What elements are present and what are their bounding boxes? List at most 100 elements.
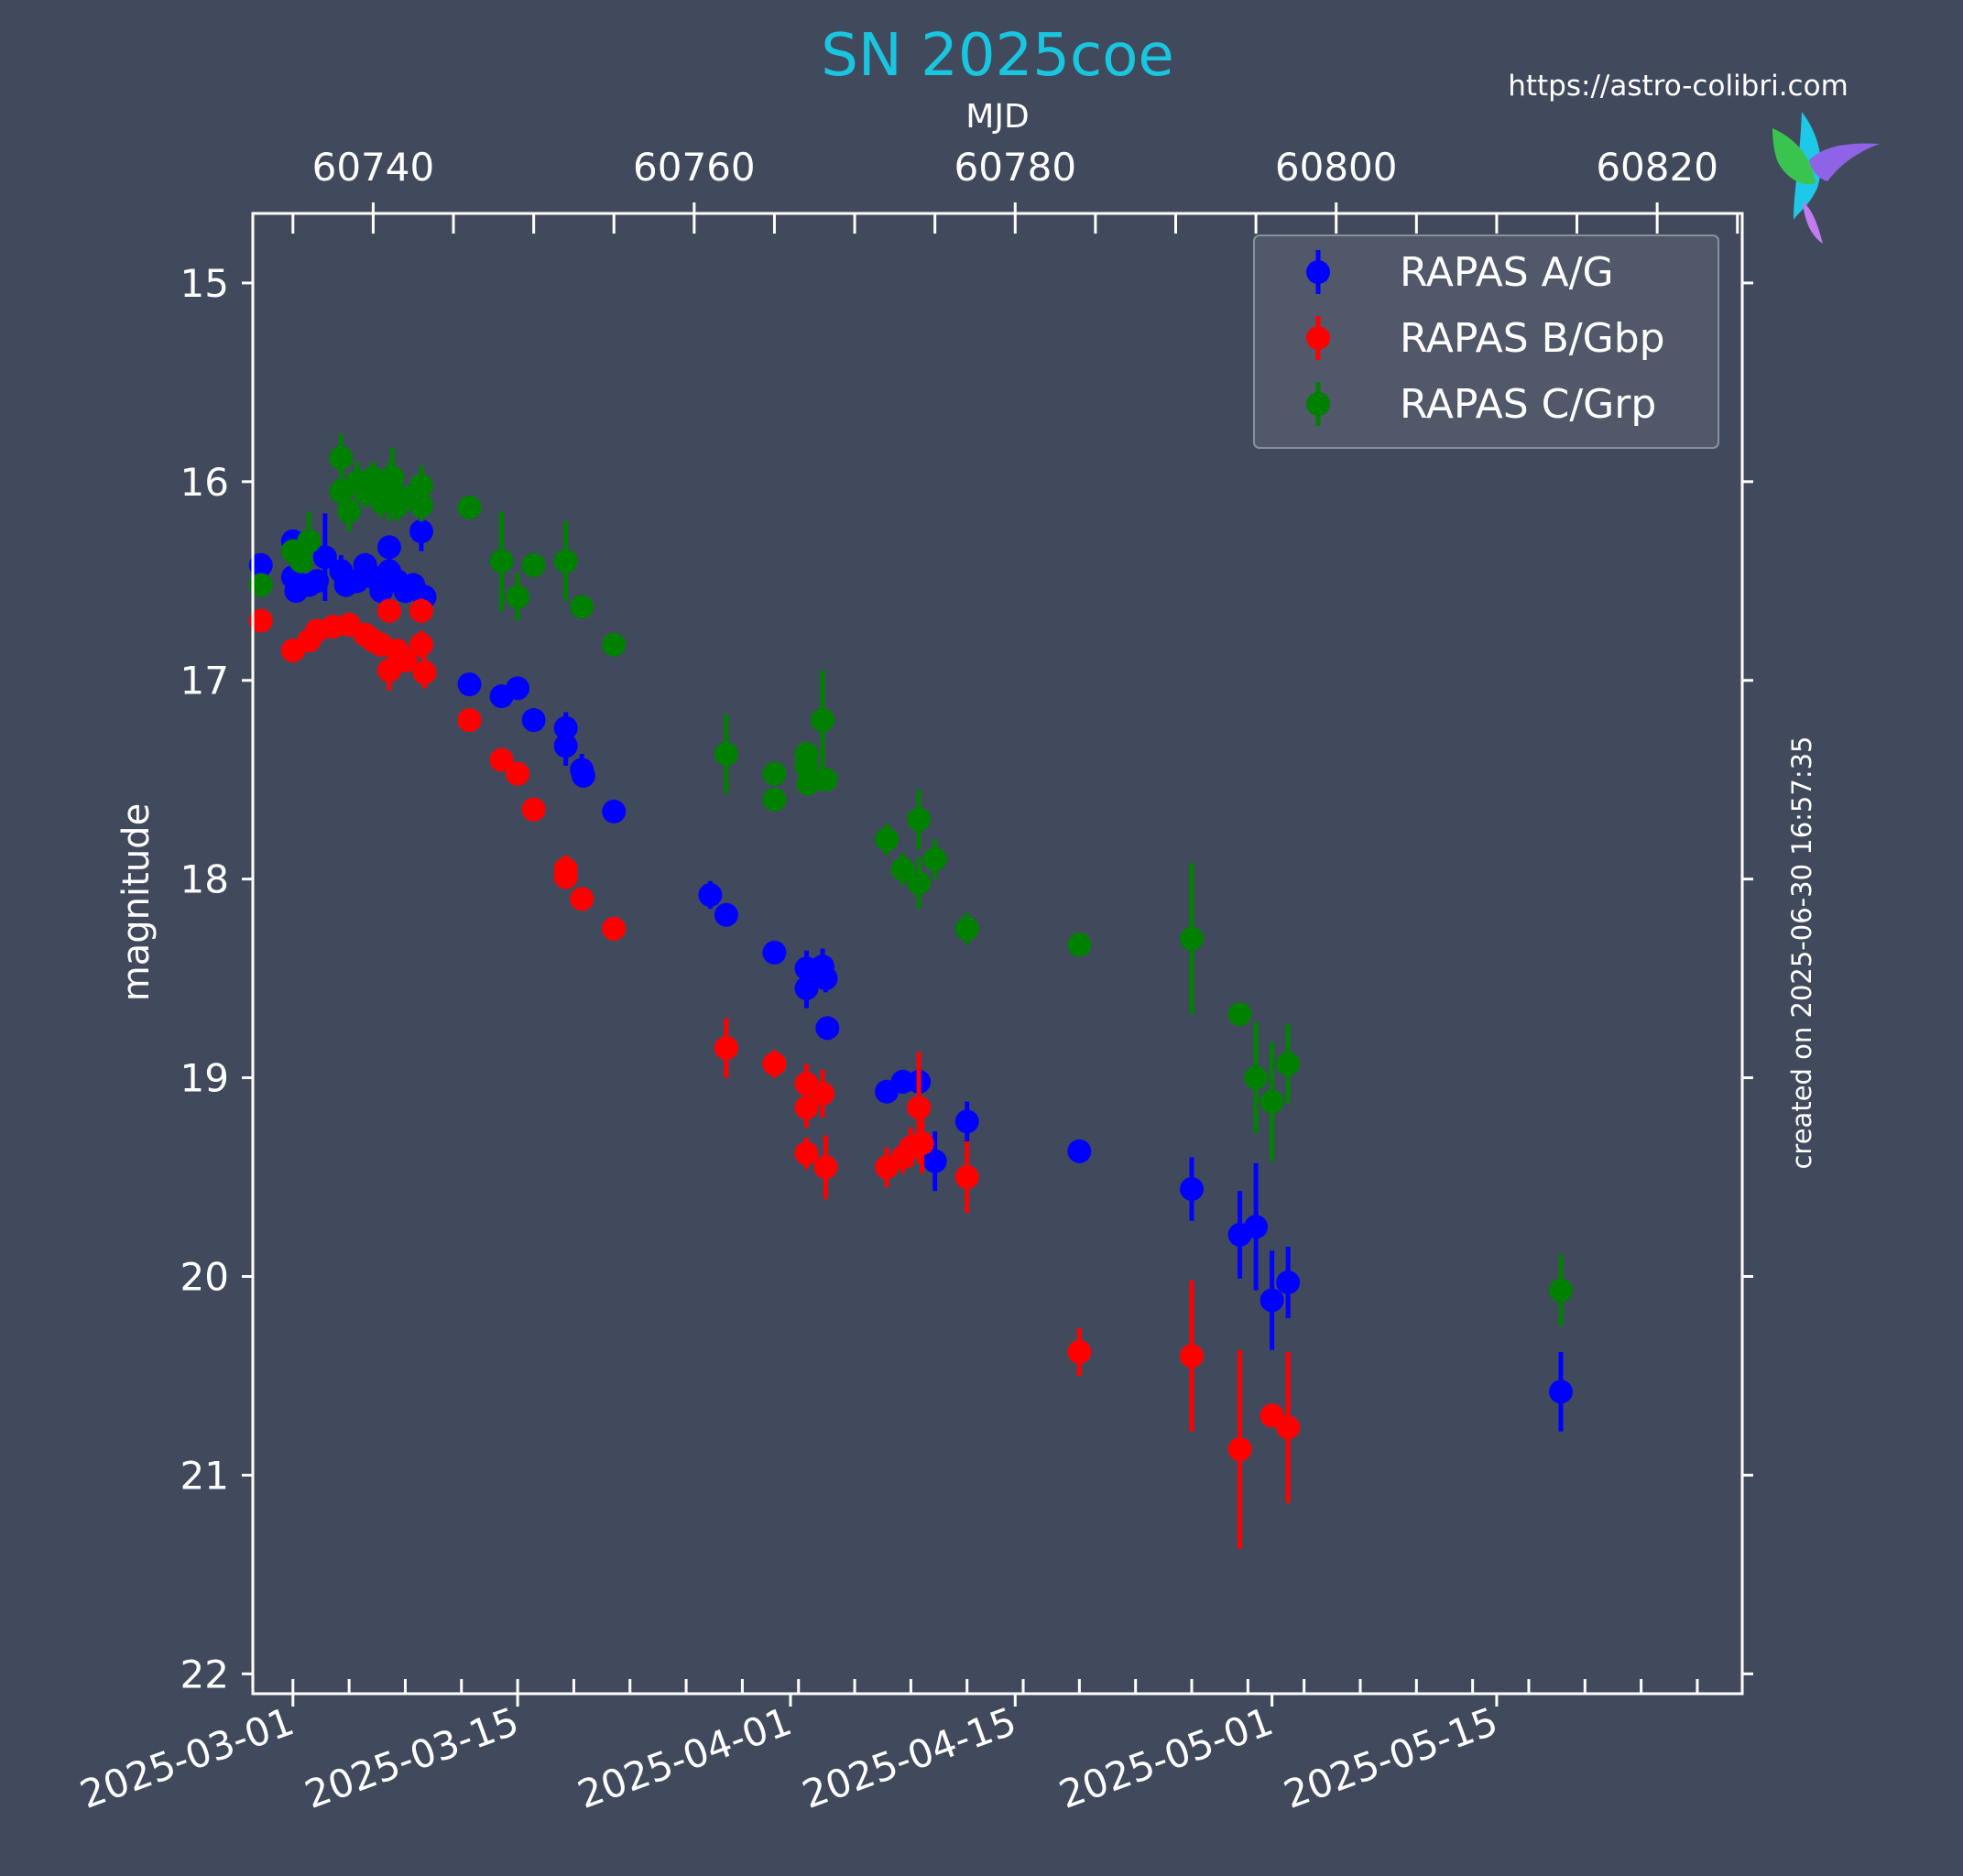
y-tick-label-4: 19 (180, 1056, 229, 1101)
data-point-s2-31 (813, 768, 838, 792)
data-point-s2-34 (907, 807, 932, 832)
data-point-s1-29 (811, 1081, 835, 1106)
data-point-s0-43 (1180, 1177, 1205, 1202)
data-point-s2-21 (553, 549, 578, 573)
legend: RAPAS A/G RAPAS B/Gbp RAPAS C/Grp (1253, 234, 1719, 449)
data-point-s1-14 (409, 632, 433, 657)
data-point-s0-41 (954, 1109, 979, 1134)
data-point-s2-40 (1227, 1002, 1252, 1027)
legend-marker-2 (1306, 392, 1330, 416)
data-point-s2-36 (922, 846, 947, 871)
data-point-s0-6 (312, 545, 337, 570)
data-point-s1-39 (1227, 1437, 1252, 1462)
data-point-s1-18 (506, 761, 530, 786)
data-point-s2-44 (1549, 1278, 1574, 1303)
legend-marker-1 (1306, 326, 1330, 350)
plot-frame (251, 212, 1744, 1696)
data-point-s2-4 (329, 445, 354, 470)
data-point-s1-30 (813, 1155, 838, 1180)
y-tick-label-5: 20 (180, 1254, 229, 1299)
data-point-s0-45 (1244, 1215, 1269, 1239)
legend-marker-0 (1306, 260, 1330, 284)
data-point-s0-42 (1067, 1139, 1092, 1163)
colibri-logo-icon (1772, 112, 1880, 244)
data-point-s2-9 (361, 465, 386, 490)
data-point-s2-12 (380, 465, 405, 490)
data-point-s1-15 (412, 660, 437, 685)
data-point-s0-25 (553, 734, 578, 758)
top-tick-label-2: 60780 (954, 145, 1076, 190)
data-point-s1-35 (910, 1131, 934, 1156)
legend-label-0: RAPAS A/G (1400, 249, 1614, 296)
data-point-s2-20 (521, 552, 546, 577)
data-point-s2-0 (248, 573, 273, 597)
top-tick-label-0: 60740 (312, 145, 435, 190)
data-point-s0-33 (794, 976, 819, 1000)
data-point-s0-30 (714, 902, 738, 927)
data-point-s0-29 (698, 883, 723, 908)
data-point-s0-35 (813, 966, 838, 991)
legend-label-2: RAPAS C/Grp (1400, 381, 1656, 428)
plot-layer (248, 433, 1574, 1549)
y-tick-label-1: 16 (180, 460, 229, 505)
data-point-s2-23 (602, 632, 627, 657)
data-point-s2-25 (762, 761, 787, 786)
data-point-s1-12 (393, 649, 418, 673)
data-point-s2-37 (954, 916, 979, 941)
data-point-s2-6 (337, 499, 362, 524)
y-tick-label-3: 18 (180, 857, 229, 902)
data-point-s2-43 (1276, 1052, 1301, 1076)
data-point-s1-41 (1276, 1415, 1301, 1440)
data-point-s2-22 (570, 594, 594, 619)
top-tick-label-4: 60820 (1596, 145, 1718, 190)
data-point-s2-18 (489, 549, 514, 573)
data-point-s0-23 (521, 708, 546, 733)
data-point-s2-32 (875, 827, 900, 852)
data-point-s2-33 (890, 856, 915, 881)
data-point-s0-18 (409, 519, 433, 544)
data-point-s1-24 (714, 1036, 738, 1061)
y-tick-label-2: 17 (180, 659, 229, 704)
data-point-s2-15 (409, 474, 433, 498)
data-point-s2-41 (1244, 1065, 1269, 1090)
data-point-s0-27 (571, 763, 595, 788)
data-point-s2-3 (297, 529, 322, 553)
top-axis-label: MJD (965, 98, 1029, 136)
data-point-s1-36 (954, 1165, 979, 1190)
data-point-s1-21 (553, 865, 578, 889)
data-point-s0-22 (506, 676, 530, 701)
data-point-s2-24 (714, 742, 738, 767)
data-point-s1-9 (376, 598, 401, 623)
data-point-s2-16 (409, 493, 433, 518)
data-point-s0-14 (376, 535, 401, 560)
chart-title: SN 2025coe (821, 22, 1173, 90)
data-point-s0-48 (1549, 1380, 1574, 1404)
data-point-s0-0 (248, 552, 273, 577)
created-timestamp: created on 2025-06-30 16:57:35 (1786, 736, 1817, 1169)
y-tick-label-6: 21 (180, 1453, 229, 1498)
data-point-s0-40 (922, 1149, 947, 1173)
data-point-s2-26 (762, 787, 787, 812)
legend-entries: RAPAS A/G RAPAS B/Gbp RAPAS C/Grp (1306, 249, 1665, 428)
data-point-s1-16 (457, 708, 482, 733)
data-point-s0-20 (457, 672, 482, 697)
legend-label-1: RAPAS B/Gbp (1400, 315, 1665, 362)
top-tick-label-3: 60800 (1275, 145, 1398, 190)
data-point-s1-38 (1180, 1344, 1205, 1369)
data-point-s2-30 (811, 708, 835, 733)
data-point-s1-22 (570, 887, 594, 911)
data-point-s2-38 (1067, 933, 1092, 957)
data-point-s1-23 (602, 916, 627, 941)
y-axis-label: magnitude (115, 803, 158, 1001)
data-point-s1-13 (409, 598, 433, 623)
data-point-s2-28 (794, 754, 819, 779)
data-point-s1-25 (762, 1052, 787, 1076)
data-point-s1-28 (794, 1140, 819, 1165)
data-point-s1-37 (1067, 1339, 1092, 1364)
data-point-s1-27 (794, 1096, 819, 1120)
data-point-s0-31 (762, 940, 787, 965)
legend-box (1253, 234, 1719, 449)
top-tick-label-1: 60760 (633, 145, 756, 190)
y-tick-label-0: 15 (180, 261, 229, 306)
data-point-s2-19 (506, 584, 530, 609)
